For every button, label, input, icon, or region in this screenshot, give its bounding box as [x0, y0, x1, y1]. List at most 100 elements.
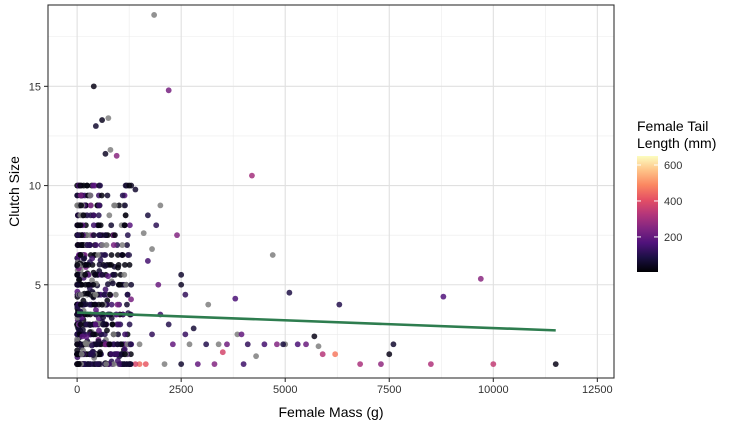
- data-point: [119, 192, 126, 199]
- data-point: [77, 252, 84, 258]
- data-point: [132, 361, 139, 368]
- data-point: [136, 341, 143, 348]
- data-point: [89, 255, 96, 262]
- data-point: [118, 341, 125, 348]
- data-point: [119, 252, 126, 258]
- data-point: [128, 281, 135, 288]
- data-point: [99, 271, 106, 278]
- data-point: [85, 361, 91, 368]
- x-tick-label: 5000: [273, 384, 297, 396]
- data-point: [142, 361, 149, 368]
- data-point: [161, 361, 168, 368]
- data-point: [75, 361, 82, 368]
- data-point: [110, 242, 117, 248]
- data-point: [124, 242, 130, 248]
- data-point: [203, 341, 210, 348]
- data-point: [427, 361, 434, 368]
- data-point: [92, 271, 99, 278]
- data-point: [83, 334, 90, 340]
- trend-line-group: [77, 311, 556, 332]
- x-tick-label: 12500: [582, 384, 613, 396]
- data-point: [82, 262, 89, 268]
- x-tick-label: 10000: [478, 384, 509, 396]
- data-point: [108, 222, 115, 229]
- legend-tick-label: 200: [664, 232, 682, 244]
- data-point: [205, 301, 212, 308]
- data-point: [74, 336, 81, 343]
- data-point: [110, 331, 117, 338]
- major-gridlines: [48, 5, 614, 378]
- panel-border: [47, 4, 615, 379]
- data-point: [74, 232, 81, 239]
- data-point: [140, 230, 147, 237]
- data-point: [90, 222, 97, 229]
- data-point: [115, 321, 122, 328]
- data-point: [102, 286, 109, 293]
- data-point: [74, 262, 81, 268]
- trend-line: [77, 311, 556, 332]
- data-point: [106, 212, 113, 219]
- data-point: [126, 222, 133, 229]
- data-point: [151, 12, 158, 18]
- data-point: [165, 321, 172, 328]
- data-point: [109, 321, 116, 328]
- data-point: [93, 307, 99, 313]
- data-point: [238, 331, 245, 338]
- data-point: [78, 242, 85, 248]
- data-point: [121, 361, 128, 368]
- data-point: [219, 349, 226, 356]
- data-point: [153, 222, 160, 229]
- data-point: [178, 361, 185, 368]
- data-point: [128, 296, 134, 303]
- data-point: [112, 291, 119, 298]
- data-point: [121, 271, 128, 278]
- y-tick-label: 15: [29, 81, 41, 93]
- data-point: [85, 281, 92, 288]
- data-point: [97, 257, 104, 264]
- data-point: [92, 321, 99, 328]
- y-axis: 5 10 15: [29, 81, 48, 292]
- y-axis-title: Clutch Size: [6, 156, 22, 227]
- data-point: [122, 331, 128, 338]
- data-point: [149, 331, 155, 338]
- legend-title-line-2: Length (mm): [637, 135, 716, 151]
- data-point: [286, 289, 293, 296]
- data-point: [102, 263, 109, 269]
- data-point: [108, 351, 115, 358]
- data-point: [315, 343, 322, 350]
- data-point: [240, 361, 247, 368]
- data-point: [174, 232, 180, 239]
- data-point: [87, 192, 94, 199]
- data-point: [165, 87, 172, 94]
- data-point: [440, 293, 447, 300]
- data-point: [336, 301, 343, 308]
- x-axis-title: Female Mass (g): [278, 404, 383, 420]
- data-point: [97, 182, 104, 189]
- data-point: [169, 341, 176, 348]
- data-point: [105, 115, 112, 121]
- data-point: [157, 202, 164, 209]
- data-point: [99, 117, 105, 123]
- data-point: [122, 262, 128, 268]
- data-point: [103, 361, 110, 368]
- data-point: [90, 182, 97, 189]
- data-point: [80, 212, 87, 219]
- data-point: [112, 202, 118, 209]
- legend-tick-label: 400: [664, 196, 682, 208]
- data-point: [132, 186, 139, 193]
- data-point: [113, 351, 120, 358]
- data-point: [95, 301, 102, 308]
- data-point: [390, 341, 397, 348]
- data-point: [232, 295, 239, 302]
- data-point: [378, 361, 384, 368]
- data-point: [96, 202, 102, 209]
- data-point: [106, 341, 113, 348]
- data-point: [87, 351, 94, 358]
- data-point: [126, 182, 133, 189]
- data-point: [211, 361, 218, 368]
- data-point: [82, 340, 89, 346]
- data-point: [92, 123, 99, 129]
- data-point: [91, 232, 97, 239]
- data-point: [234, 331, 241, 338]
- data-point: [88, 342, 95, 349]
